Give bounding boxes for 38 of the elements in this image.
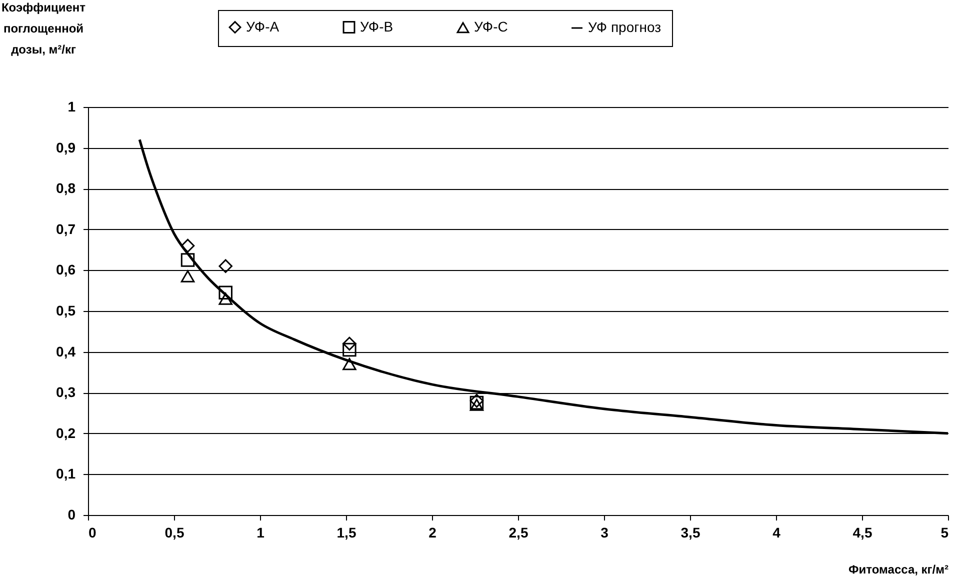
point bbox=[180, 270, 195, 282]
point bbox=[180, 253, 195, 267]
point bbox=[218, 259, 232, 273]
x-tick-label: 4,5 bbox=[852, 524, 872, 540]
legend-label: УФ-А bbox=[246, 18, 280, 34]
point bbox=[470, 398, 484, 411]
y-tick-label: 0,5 bbox=[56, 302, 76, 318]
point bbox=[218, 286, 232, 300]
y-tick-label: 0,3 bbox=[56, 384, 76, 400]
x-axis-title: Фитомасса, кг/м² bbox=[848, 562, 948, 576]
y-tick-label: 0 bbox=[68, 506, 76, 522]
x-tick-label: 0,5 bbox=[164, 524, 184, 540]
x-tick-label: 5 bbox=[940, 524, 949, 540]
x-tick-label: 1,5 bbox=[336, 524, 356, 540]
x-tick-label: 3 bbox=[600, 524, 609, 540]
y-tick-label: 0,7 bbox=[56, 220, 76, 237]
y-tick-label: 0,2 bbox=[56, 424, 76, 441]
x-tick-label: 3,5 bbox=[680, 524, 700, 540]
y-axis-title: Коэффициент поглощенной дозы, м²/кг bbox=[1, 0, 86, 56]
x-tick-label: 0 bbox=[88, 524, 96, 540]
x-tick-label: 1 bbox=[256, 524, 265, 540]
point bbox=[342, 342, 356, 357]
x-tick-label: 2,5 bbox=[508, 524, 528, 540]
point bbox=[342, 336, 356, 351]
y-tick-label: 0,9 bbox=[56, 139, 76, 156]
y-tick-label: 0,8 bbox=[56, 180, 76, 196]
y-tick-label: 0,4 bbox=[56, 343, 76, 360]
x-tick-label: 2 bbox=[428, 524, 437, 540]
legend-label: УФ-С bbox=[474, 18, 508, 35]
legend-label: УФ-В bbox=[360, 18, 394, 34]
point bbox=[342, 358, 356, 370]
y-tick-label: 0,1 bbox=[56, 466, 76, 482]
legend-label: УФ прогноз bbox=[588, 19, 662, 35]
y-tick-label: 1 bbox=[68, 98, 76, 114]
x-tick-label: 4 bbox=[772, 524, 781, 540]
point bbox=[180, 238, 195, 253]
point bbox=[218, 292, 232, 305]
y-tick-label: 0,6 bbox=[56, 262, 76, 278]
